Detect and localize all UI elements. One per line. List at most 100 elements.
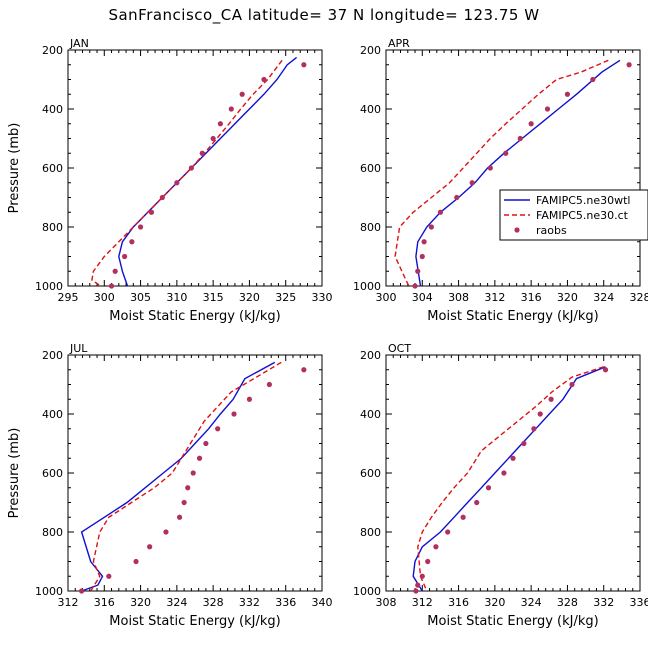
raobs-point-jan [174,180,180,186]
y-tick-label-oct: 400 [360,408,381,421]
series-line-ctl-apr [394,59,609,287]
raobs-point-jul [246,396,253,402]
x-axis-label-oct: Moist Static Energy (kJ/kg) [427,614,598,629]
y-tick-label-jan: 1000 [35,280,63,293]
raobs-point-jul [203,440,209,447]
y-tick-label-jul: 400 [42,408,63,421]
series-line-wtl-oct [412,366,606,592]
raobs-point-oct [474,499,480,506]
panel-label-jul: JUL [69,342,88,355]
raobs-point-oct [569,381,575,388]
raobs-point-jul [231,411,237,417]
raobs-point-jan [129,239,135,245]
x-tick-label-apr: 312 [484,291,505,304]
raobs-point-jul [215,426,221,432]
x-tick-label-jan: 315 [203,291,224,304]
x-tick-label-jul: 332 [239,596,260,609]
x-tick-label-oct: 336 [630,596,648,609]
raobs-point-apr [437,209,444,215]
raobs-point-oct [413,588,419,594]
raobs-point-jul [301,367,307,373]
raobs-point-jul [185,485,191,491]
raobs-point-apr [528,121,534,127]
series-line-ctl-jul [90,361,282,592]
raobs-point-apr [544,106,551,112]
x-tick-label-apr: 324 [593,291,614,304]
x-tick-label-jul: 316 [94,596,115,609]
plot-frame-oct [385,354,641,592]
raobs-point-jul [163,529,169,535]
raobs-point-oct [602,367,609,373]
raobs-point-jul [266,381,272,388]
x-tick-label-apr: 304 [412,291,433,304]
raobs-point-jan [159,194,165,201]
legend-label: raobs [536,224,567,237]
y-tick-label-apr: 600 [360,162,381,175]
raobs-point-oct [433,544,439,550]
raobs-point-jan [148,209,155,215]
legend-marker-raobs [514,227,520,233]
x-axis-label-jan: Moist Static Energy (kJ/kg) [109,309,280,324]
raobs-point-jan [108,283,115,289]
raobs-point-jan [261,76,267,83]
raobs-point-apr [454,194,460,201]
x-tick-label-oct: 332 [593,596,614,609]
x-axis-label-apr: Moist Static Energy (kJ/kg) [427,309,598,324]
x-tick-label-oct: 316 [448,596,469,609]
raobs-point-jul [147,544,153,550]
legend-label: FAMIPC5.ne30wtl [536,194,631,207]
raobs-point-jul [106,573,112,579]
y-tick-label-jan: 400 [42,103,63,116]
panel-label-apr: APR [388,37,410,50]
raobs-point-jul [79,588,85,594]
x-tick-label-jan: 330 [312,291,333,304]
x-tick-label-jan: 320 [239,291,260,304]
raobs-point-apr [564,91,571,97]
x-tick-label-jul: 324 [166,596,187,609]
y-tick-label-oct: 200 [360,349,381,362]
raobs-point-jul [196,455,203,461]
x-tick-label-apr: 328 [630,291,648,304]
raobs-point-jan [217,121,223,127]
y-tick-label-jul: 200 [42,349,63,362]
raobs-point-oct [460,514,466,520]
raobs-point-apr [469,180,475,186]
raobs-point-jan [210,135,216,142]
raobs-point-jan [122,253,128,260]
y-tick-label-apr: 400 [360,103,381,116]
x-tick-label-oct: 320 [484,596,505,609]
x-tick-label-apr: 316 [521,291,542,304]
y-tick-label-apr: 800 [360,221,381,234]
figure-title: SanFrancisco_CA latitude= 37 N longitude… [108,6,540,24]
y-tick-label-oct: 600 [360,467,381,480]
series-line-wtl-jan [118,56,298,287]
raobs-point-jan [188,165,194,171]
raobs-point-oct [415,582,421,588]
raobs-point-oct [445,529,451,535]
series-line-wtl-apr [415,59,621,287]
x-axis-label-jul: Moist Static Energy (kJ/kg) [109,614,280,629]
x-tick-label-oct: 324 [521,596,542,609]
panel-label-jan: JAN [69,37,89,50]
y-tick-label-jul: 800 [42,526,63,539]
x-tick-label-oct: 308 [376,596,397,609]
x-tick-label-jan: 305 [130,291,151,304]
x-tick-label-jul: 312 [58,596,79,609]
raobs-point-jan [228,106,234,112]
raobs-point-apr [487,165,493,171]
raobs-point-jul [133,558,139,565]
y-tick-label-jul: 600 [42,467,63,480]
y-tick-label-jul: 1000 [35,585,63,598]
x-tick-label-apr: 308 [448,291,469,304]
raobs-point-jan [137,224,144,230]
raobs-point-oct [531,426,537,432]
raobs-point-apr [626,62,632,68]
x-tick-label-jul: 320 [130,596,151,609]
y-tick-label-jan: 600 [42,162,63,175]
raobs-point-jul [176,514,183,520]
x-tick-label-jul: 328 [203,596,224,609]
x-tick-label-jan: 310 [166,291,187,304]
x-tick-label-oct: 312 [412,596,433,609]
raobs-point-apr [590,76,596,83]
